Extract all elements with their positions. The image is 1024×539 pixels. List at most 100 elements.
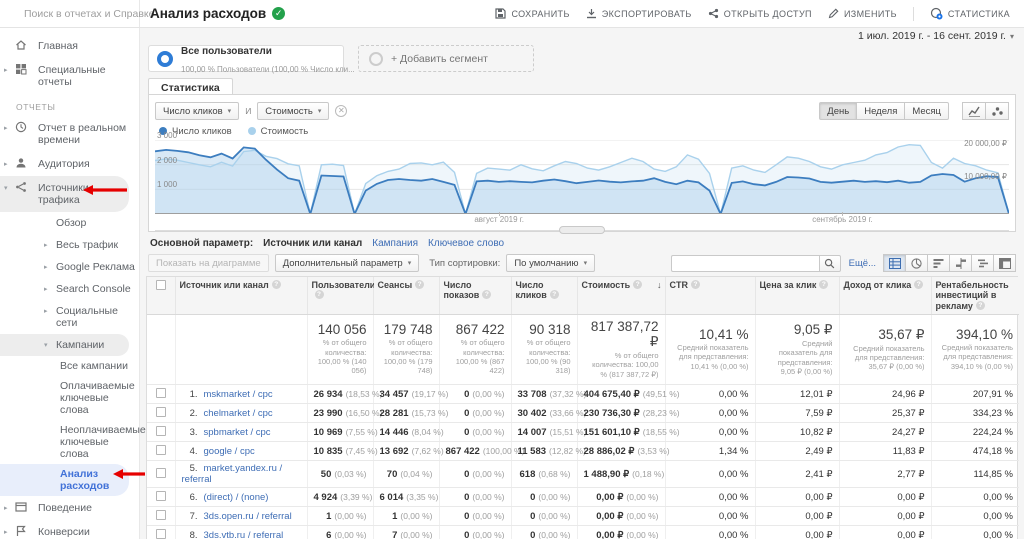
metric-b-dropdown[interactable]: Стоимость ▾ xyxy=(257,102,330,120)
source-link[interactable]: spbmarket / cpc xyxy=(203,426,271,438)
sidebar-item-conversions[interactable]: ▸ Конверсии xyxy=(4,525,90,538)
table-row[interactable]: 5. market.yandex.ru / referral 50 (0,03 %) 7… xyxy=(147,460,1019,489)
row-checkbox[interactable] xyxy=(155,406,166,417)
row-checkbox[interactable] xyxy=(155,490,166,501)
help-icon[interactable]: ? xyxy=(549,290,559,300)
data-view-button[interactable] xyxy=(883,254,906,272)
segment-all-users[interactable]: Все пользователи 100,00 % Пользователи (… xyxy=(148,45,355,74)
chart-scrollbar[interactable] xyxy=(155,226,1009,235)
granularity-month-button[interactable]: Месяц xyxy=(904,102,949,120)
source-link[interactable]: 3ds.open.ru / referral xyxy=(203,510,292,522)
dimension-source-medium[interactable]: Источник или канал xyxy=(263,238,363,249)
column-header[interactable]: CTR? xyxy=(664,277,755,316)
row-checkbox[interactable] xyxy=(155,528,166,539)
help-icon[interactable]: ? xyxy=(975,300,985,310)
column-header[interactable]: Цена за клик? xyxy=(754,277,839,316)
sidebar-item-home[interactable]: Главная xyxy=(0,34,139,58)
sidebar-item-acquisition[interactable]: ▾ Источники трафика xyxy=(0,176,129,212)
sidebar-item-all-traffic[interactable]: ▸ Весь трафик xyxy=(44,239,119,251)
row-checkbox[interactable] xyxy=(155,425,166,436)
sidebar-item-search-console[interactable]: ▸ Search Console xyxy=(44,283,131,295)
sidebar-item-campaigns[interactable]: ▾ Кампании xyxy=(0,334,129,356)
column-header[interactable]: Доход от клика? xyxy=(838,277,931,316)
term-cloud-view-button[interactable] xyxy=(971,254,994,272)
column-header[interactable]: Число показов? xyxy=(438,277,511,316)
table-row[interactable]: 8. 3ds.vtb.ru / referral 6 (0,00 %) 7 (0,00 %… xyxy=(147,525,1019,539)
sidebar-item-cost-analysis[interactable]: Анализ расходов xyxy=(0,464,145,496)
column-header[interactable]: Пользователи? xyxy=(306,277,375,316)
pie-chart-icon xyxy=(911,257,922,269)
sidebar-item-overview[interactable]: Обзор xyxy=(56,217,87,229)
row-checkbox[interactable] xyxy=(155,467,166,478)
share-button[interactable]: ОТКРЫТЬ ДОСТУП xyxy=(708,8,812,19)
granularity-day-button[interactable]: День xyxy=(819,102,858,120)
sidebar-item-behavior[interactable]: ▸ Поведение xyxy=(4,502,92,514)
help-icon[interactable]: ? xyxy=(314,290,324,300)
sidebar-item-all-campaigns[interactable]: Все кампании xyxy=(60,360,128,372)
help-icon[interactable]: ? xyxy=(633,280,643,289)
table-search-input[interactable] xyxy=(670,254,819,272)
sidebar-item-paid-keywords[interactable]: Оплачиваемые ключевые слова xyxy=(60,380,135,416)
dimension-keyword[interactable]: Ключевое слово xyxy=(428,238,505,249)
column-header[interactable]: Число кликов? xyxy=(510,277,577,316)
source-link[interactable]: market.yandex.ru / referral xyxy=(181,463,283,486)
source-link[interactable]: (direct) / (none) xyxy=(203,491,269,503)
row-checkbox[interactable] xyxy=(155,387,166,398)
help-icon[interactable]: ? xyxy=(482,290,492,300)
column-header[interactable]: Стоимость? ↓ xyxy=(576,277,665,316)
source-link[interactable]: mskmarket / cpc xyxy=(203,388,273,400)
motion-chart-view-button[interactable] xyxy=(985,102,1009,120)
save-button[interactable]: СОХРАНИТЬ xyxy=(495,8,569,19)
table-row[interactable]: 2. chelmarket / cpc 23 990 (16,50 %) 28 281(… xyxy=(147,403,1019,424)
line-chart-view-button[interactable] xyxy=(962,102,986,120)
dimension-campaign[interactable]: Кампания xyxy=(372,238,419,249)
row-checkbox[interactable] xyxy=(155,444,166,455)
sort-type-dropdown[interactable]: По умолчанию ▾ xyxy=(506,254,596,272)
comparison-view-button[interactable] xyxy=(949,254,972,272)
sidebar-item-custom-reports[interactable]: ▸ Специальные отчеты xyxy=(4,64,106,88)
table-row[interactable]: 4. google / cpc 10 835 (7,45 %) 13 692 (7,62 … xyxy=(147,441,1019,462)
date-range-picker[interactable]: 1 июл. 2019 г. - 16 сент. 2019 г. ▾ xyxy=(857,30,1014,42)
sidebar-item-social[interactable]: ▸ Социальные сети xyxy=(44,305,118,329)
table-row[interactable]: 7. 3ds.open.ru / referral 1 (0,00 %) 1 (0,00 … xyxy=(147,506,1019,527)
add-segment-button[interactable]: + Добавить сегмент xyxy=(358,45,534,72)
percentage-view-button[interactable] xyxy=(905,254,928,272)
source-link[interactable]: 3ds.vtb.ru / referral xyxy=(203,529,284,539)
sidebar-item-audience[interactable]: ▸ Аудитория xyxy=(4,158,90,170)
help-icon[interactable]: ? xyxy=(271,280,281,289)
source-link[interactable]: google / cpc xyxy=(203,445,255,457)
help-icon[interactable]: ? xyxy=(415,280,425,289)
column-header[interactable]: Источник или канал? xyxy=(174,277,307,316)
metric-a-dropdown[interactable]: Число кликов ▾ xyxy=(155,102,240,120)
table-row[interactable]: 6. (direct) / (none) 4 924 (3,39 %) 6 014 (3,… xyxy=(147,487,1019,508)
column-header[interactable]: Рентабельность инвестиций в рекламу? xyxy=(930,277,1019,316)
source-link[interactable]: chelmarket / cpc xyxy=(203,407,273,419)
scrollbar-handle[interactable] xyxy=(559,226,605,234)
row-checkbox[interactable] xyxy=(155,509,166,520)
column-header[interactable]: Сеансы? xyxy=(372,277,439,316)
advanced-search-link[interactable]: Ещё... xyxy=(848,257,876,269)
edit-button[interactable]: ИЗМЕНИТЬ xyxy=(828,8,897,19)
sidebar-item-realtime[interactable]: ▸ Отчет в реальном времени xyxy=(4,121,127,146)
sidebar-item-google-ads[interactable]: ▸ Google Реклама xyxy=(44,261,135,273)
pivot-view-button[interactable] xyxy=(993,254,1016,272)
plot-rows-button[interactable]: Показать на диаграмме xyxy=(148,254,269,272)
help-icon[interactable]: ? xyxy=(914,280,924,289)
secondary-dimension-dropdown[interactable]: Дополнительный параметр ▾ xyxy=(274,254,420,272)
select-all-header[interactable] xyxy=(147,277,175,316)
performance-view-button[interactable] xyxy=(927,254,950,272)
global-search[interactable]: Поиск в отчетах и Справке xyxy=(0,0,154,27)
select-all-checkbox[interactable] xyxy=(155,280,166,290)
tab-statistics[interactable]: Статистика xyxy=(148,78,233,94)
intelligence-button[interactable]: СТАТИСТИКА xyxy=(930,7,1010,20)
table-search-button[interactable] xyxy=(818,254,841,272)
sidebar-item-organic-keywords[interactable]: Неоплачиваемые ключевые слова xyxy=(60,424,146,460)
timeseries-chart[interactable]: 1 000 2 000 3 000 10 000,00 ₽ 20 000,00 ₽ xyxy=(155,131,1009,214)
remove-metric-icon[interactable]: ✕ xyxy=(335,105,348,117)
table-row[interactable]: 3. spbmarket / cpc 10 969 (7,55 %) 14 446 (8,… xyxy=(147,422,1019,443)
export-button[interactable]: ЭКСПОРТИРОВАТЬ xyxy=(586,8,692,19)
help-icon[interactable]: ? xyxy=(819,280,829,289)
table-row[interactable]: 1. mskmarket / cpc 26 934 (18,53 %) 34 457 (1… xyxy=(147,384,1019,405)
help-icon[interactable]: ? xyxy=(691,280,700,289)
granularity-week-button[interactable]: Неделя xyxy=(856,102,906,120)
